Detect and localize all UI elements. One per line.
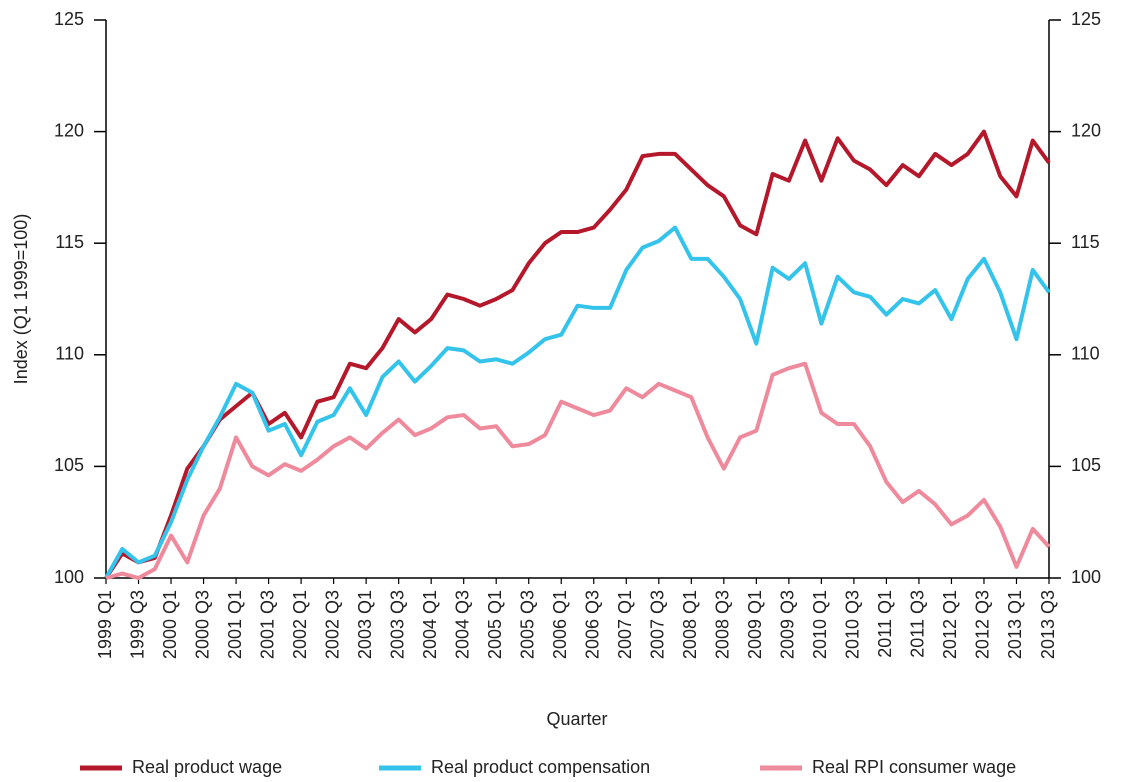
x-tick-label: 2010 Q1 bbox=[810, 590, 830, 659]
x-tick-label: 1999 Q3 bbox=[127, 590, 147, 659]
x-tick-label: 2012 Q3 bbox=[973, 590, 993, 659]
x-tick-label: 2003 Q3 bbox=[387, 590, 407, 659]
y-tick-label: 120 bbox=[54, 120, 84, 140]
x-tick-label: 2000 Q1 bbox=[160, 590, 180, 659]
x-tick-label: 2008 Q1 bbox=[680, 590, 700, 659]
y-tick-label: 110 bbox=[55, 344, 84, 364]
x-tick-label: 2005 Q3 bbox=[517, 590, 537, 659]
x-tick-label: 2002 Q1 bbox=[290, 590, 310, 659]
legend-label: Real product wage bbox=[132, 757, 282, 777]
y2-tick-label: 115 bbox=[1071, 232, 1100, 252]
series-line bbox=[105, 361, 1051, 580]
x-tick-label: 2007 Q3 bbox=[648, 590, 668, 659]
x-tick-label: 2009 Q1 bbox=[745, 590, 765, 659]
x-tick-label: 2012 Q1 bbox=[940, 590, 960, 659]
legend-label: Real product compensation bbox=[431, 757, 650, 777]
y-axis-label: Index (Q1 1999=100) bbox=[11, 214, 31, 385]
x-tick-label: 2011 Q1 bbox=[875, 590, 895, 658]
y2-tick-label: 105 bbox=[1071, 455, 1101, 475]
x-tick-label: 2010 Q3 bbox=[843, 590, 863, 659]
x-tick-label: 2004 Q1 bbox=[420, 590, 440, 659]
x-tick-label: 2013 Q1 bbox=[1005, 590, 1025, 659]
y2-tick-label: 100 bbox=[1071, 567, 1101, 587]
x-tick-label: 2009 Q3 bbox=[778, 590, 798, 659]
x-tick-label: 2002 Q3 bbox=[322, 590, 342, 659]
y-tick-label: 105 bbox=[54, 455, 84, 475]
x-tick-label: 2001 Q3 bbox=[257, 590, 277, 659]
y-tick-label: 100 bbox=[54, 567, 84, 587]
x-axis-label: Quarter bbox=[546, 709, 607, 729]
x-tick-label: 2006 Q1 bbox=[550, 590, 570, 659]
x-tick-label: 2004 Q3 bbox=[452, 590, 472, 659]
x-tick-label: 1999 Q1 bbox=[95, 590, 115, 659]
y2-tick-label: 110 bbox=[1071, 344, 1100, 364]
x-tick-label: 2005 Q1 bbox=[485, 590, 505, 659]
series-line bbox=[104, 129, 1051, 580]
y-tick-label: 115 bbox=[55, 232, 84, 252]
x-tick-label: 2013 Q3 bbox=[1038, 590, 1058, 659]
y2-tick-label: 125 bbox=[1071, 9, 1101, 29]
x-tick-label: 2000 Q3 bbox=[192, 590, 212, 659]
x-tick-label: 2008 Q3 bbox=[713, 590, 733, 659]
y-tick-label: 125 bbox=[54, 9, 84, 29]
x-tick-label: 2007 Q1 bbox=[615, 590, 635, 659]
x-tick-label: 2011 Q3 bbox=[908, 590, 928, 658]
x-tick-label: 2006 Q3 bbox=[583, 590, 603, 659]
series-line bbox=[104, 225, 1051, 579]
x-tick-label: 2003 Q1 bbox=[355, 590, 375, 659]
x-tick-label: 2001 Q1 bbox=[225, 590, 245, 659]
legend-label: Real RPI consumer wage bbox=[812, 757, 1016, 777]
y2-tick-label: 120 bbox=[1071, 120, 1101, 140]
